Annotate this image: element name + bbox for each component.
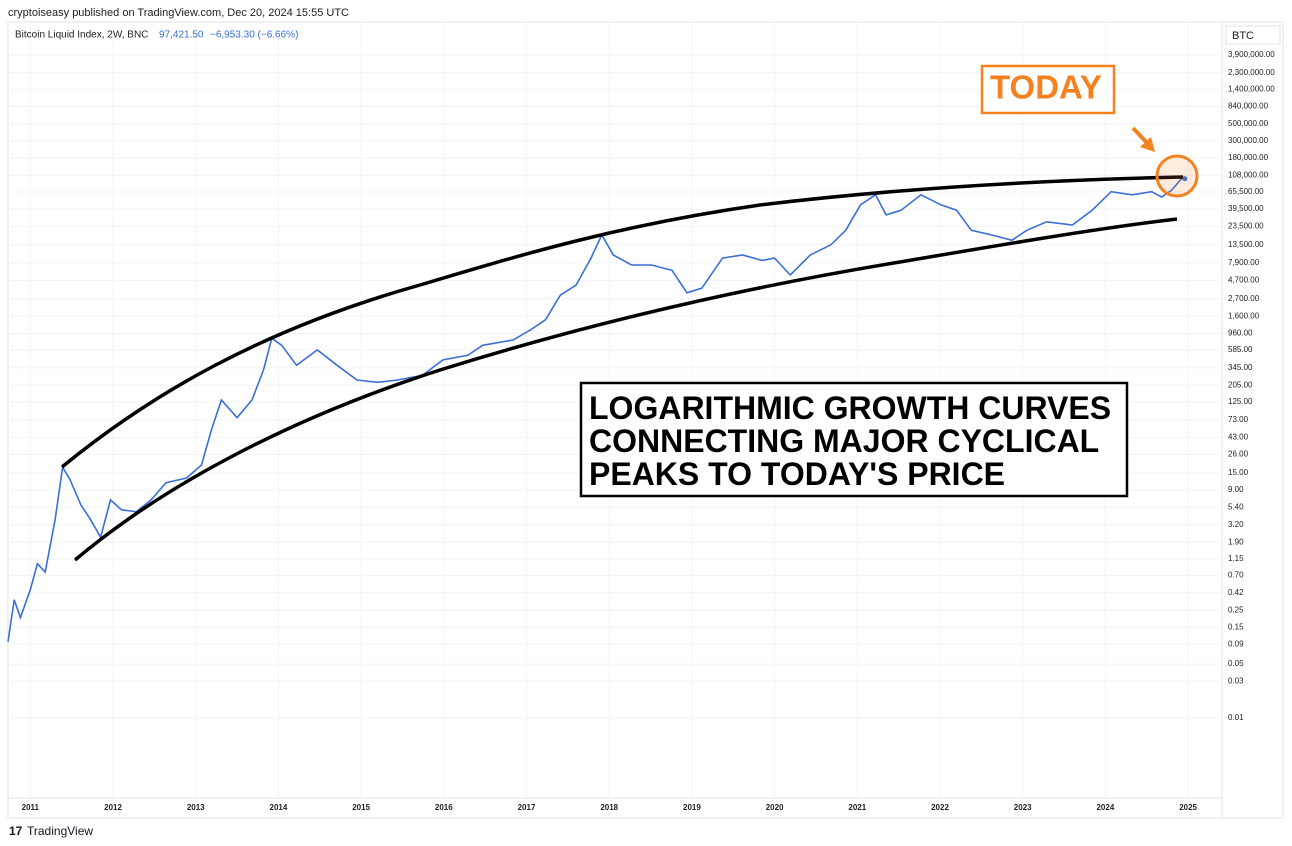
y-tick-label: 4,700.00 <box>1228 275 1260 284</box>
annotation-line: LOGARITHMIC GROWTH CURVES <box>589 390 1111 426</box>
y-tick-label: 65,500.00 <box>1228 187 1264 196</box>
symbol-title: Bitcoin Liquid Index, 2W, BNC <box>15 30 148 41</box>
y-tick-label: 3.20 <box>1228 520 1244 529</box>
today-arrow <box>1131 126 1150 146</box>
footer-brand: TradingView <box>27 824 93 838</box>
y-tick-label: 7,900.00 <box>1228 258 1260 267</box>
x-tick-label: 2018 <box>600 803 618 812</box>
y-tick-label: 15.00 <box>1228 468 1249 477</box>
x-tick-label: 2015 <box>352 803 370 812</box>
y-tick-label: 43.00 <box>1228 433 1249 442</box>
y-tick-label: 1,400,000.00 <box>1228 84 1275 93</box>
x-tick-label: 2019 <box>683 803 701 812</box>
price-line <box>7 176 1186 643</box>
y-tick-label: 345.00 <box>1228 363 1253 372</box>
y-tick-label: 205.00 <box>1228 380 1253 389</box>
annotation-line: CONNECTING MAJOR CYCLICAL <box>589 423 1099 459</box>
price-change: −6,953.30 (−6.66%) <box>210 30 298 41</box>
annotation-line: PEAKS TO TODAY'S PRICE <box>589 456 1005 492</box>
currency-box <box>1225 25 1281 45</box>
y-tick-label: 0.70 <box>1228 571 1244 580</box>
y-tick-label: 500,000.00 <box>1228 119 1269 128</box>
x-tick-label: 2011 <box>22 803 40 812</box>
annotation-box <box>579 381 1129 498</box>
today-box <box>980 64 1116 115</box>
y-tick-label: 0.01 <box>1228 713 1244 722</box>
y-tick-label: 26.00 <box>1228 450 1249 459</box>
tv-logo: 17 <box>9 824 23 838</box>
x-tick-label: 2012 <box>104 803 122 812</box>
y-tick-label: 0.03 <box>1228 676 1244 685</box>
y-tick-label: 0.42 <box>1228 588 1244 597</box>
y-tick-label: 840,000.00 <box>1228 102 1269 111</box>
y-tick-label: 0.05 <box>1228 659 1244 668</box>
y-tick-label: 300,000.00 <box>1228 136 1269 145</box>
x-tick-label: 2022 <box>931 803 949 812</box>
x-tick-label: 2020 <box>766 803 784 812</box>
currency-label: BTC <box>1232 30 1254 42</box>
y-tick-label: 3,900,000.00 <box>1228 50 1275 59</box>
y-tick-label: 108,000.00 <box>1228 170 1269 179</box>
last-price-dot <box>1182 176 1188 182</box>
last-price: 97,421.50 <box>159 30 204 41</box>
publish-header: cryptoiseasy published on TradingView.co… <box>8 7 349 19</box>
y-tick-label: 5.40 <box>1228 502 1244 511</box>
y-tick-label: 2,300,000.00 <box>1228 68 1275 77</box>
y-tick-label: 9.00 <box>1228 485 1244 494</box>
y-tick-label: 73.00 <box>1228 415 1249 424</box>
y-tick-label: 1.15 <box>1228 554 1244 563</box>
y-tick-label: 585.00 <box>1228 345 1253 354</box>
y-tick-label: 180,000.00 <box>1228 153 1269 162</box>
today-arrowhead <box>1140 137 1155 152</box>
lower-growth-curve <box>73 217 1178 562</box>
y-tick-label: 1,600.00 <box>1228 312 1260 321</box>
x-tick-label: 2024 <box>1096 803 1114 812</box>
y-tick-label: 0.09 <box>1228 639 1244 648</box>
x-tick-label: 2014 <box>270 803 288 812</box>
x-tick-label: 2023 <box>1014 803 1032 812</box>
x-tick-label: 2021 <box>848 803 866 812</box>
x-tick-label: 2013 <box>187 803 205 812</box>
x-tick-label: 2017 <box>518 803 536 812</box>
upper-growth-curve <box>60 175 1184 469</box>
y-tick-label: 13,500.00 <box>1228 240 1264 249</box>
y-tick-label: 125.00 <box>1228 397 1253 406</box>
y-tick-label: 2,700.00 <box>1228 294 1260 303</box>
x-tick-label: 2025 <box>1179 803 1197 812</box>
y-tick-label: 1.90 <box>1228 537 1244 546</box>
today-circle <box>1155 154 1199 198</box>
today-label: TODAY <box>990 69 1102 106</box>
y-tick-label: 960.00 <box>1228 329 1253 338</box>
y-tick-label: 23,500.00 <box>1228 221 1264 230</box>
y-tick-label: 0.15 <box>1228 622 1244 631</box>
y-tick-label: 0.25 <box>1228 605 1244 614</box>
y-tick-label: 39,500.00 <box>1228 204 1264 213</box>
x-tick-label: 2016 <box>435 803 453 812</box>
